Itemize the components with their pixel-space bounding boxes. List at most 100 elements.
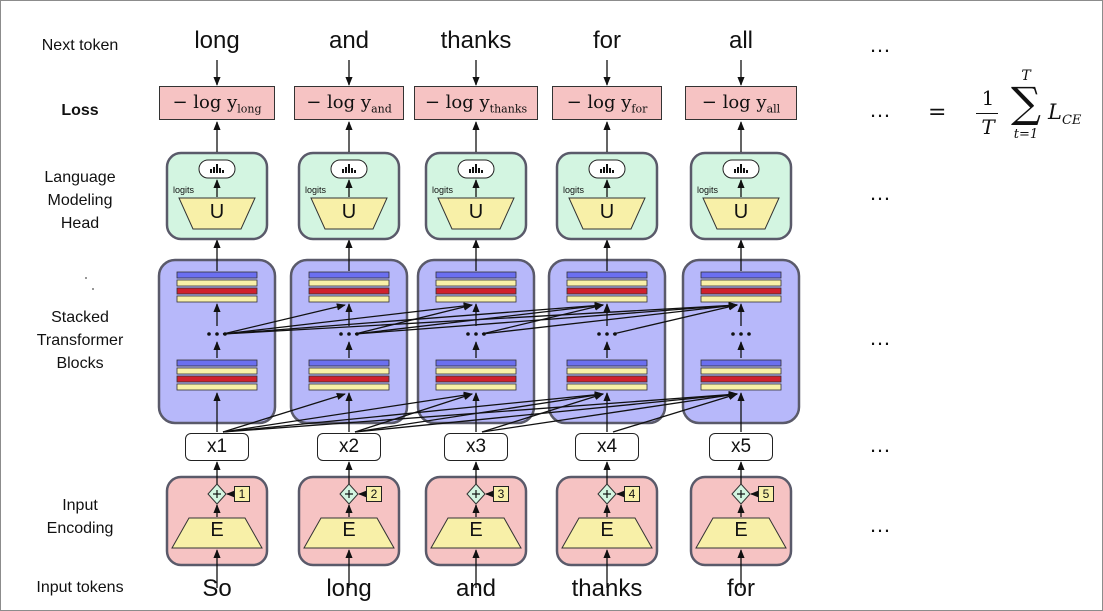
top-layer-stripe-2-1 bbox=[176, 279, 258, 287]
embedding-trapezoid-4 bbox=[561, 517, 653, 549]
loss-subscript: all bbox=[766, 102, 781, 116]
ellipsis-loss: … bbox=[869, 97, 891, 122]
logits-label: logits bbox=[563, 185, 585, 195]
softmax-bar-4-1 bbox=[219, 168, 221, 173]
logits-label: logits bbox=[697, 185, 719, 195]
input-token-2: long bbox=[326, 575, 372, 602]
next-token-5: all bbox=[728, 27, 753, 54]
label-input-encoding-1: Input bbox=[62, 497, 98, 514]
layer-dot-2-3 bbox=[474, 332, 478, 336]
bottom-layer-stripe-1-1 bbox=[176, 359, 258, 367]
position-index-4: 4 bbox=[624, 486, 640, 502]
top-layer-stripe-2-5 bbox=[700, 279, 782, 287]
unembedding-trapezoid-3 bbox=[437, 197, 515, 230]
formula-sum-top: T bbox=[1021, 68, 1031, 84]
attention-arrow-upper-2-5 bbox=[354, 301, 738, 335]
logits-label: logits bbox=[305, 185, 327, 195]
embedding-label: E bbox=[210, 519, 224, 541]
ellipsis-head: … bbox=[869, 180, 891, 205]
attention-arrow-upper-2-3 bbox=[354, 303, 473, 335]
softmax-bar-5-2 bbox=[354, 170, 356, 173]
embedding-vector-1: x1 bbox=[185, 433, 249, 461]
embedding-trapezoid-3 bbox=[430, 517, 522, 549]
layer-dot-1-2 bbox=[339, 332, 343, 336]
formula-denominator: T bbox=[981, 115, 995, 139]
embedding-label: E bbox=[600, 519, 614, 541]
unembedding-trapezoid-4 bbox=[568, 197, 646, 230]
loss-box-2: − log yand bbox=[294, 86, 404, 120]
embedding-vector-5: x5 bbox=[709, 433, 773, 461]
formula-equals: = bbox=[928, 100, 947, 125]
attention-arrow-upper-1-2 bbox=[222, 303, 346, 335]
logits-label: logits bbox=[173, 185, 195, 195]
bottom-layer-stripe-1-2 bbox=[308, 359, 390, 367]
softmax-bar-4-2 bbox=[351, 168, 353, 173]
softmax-bar-1-1 bbox=[210, 169, 212, 173]
bottom-layer-stripe-3-2 bbox=[308, 375, 390, 383]
unembedding-trapezoid-1 bbox=[178, 197, 256, 230]
position-index-3: 3 bbox=[493, 486, 509, 502]
label-stacked-3: Blocks bbox=[56, 355, 104, 372]
attention-arrow-lower-2-4 bbox=[354, 391, 604, 433]
ellipsis-blocks: … bbox=[869, 325, 891, 350]
label-stacked-1: Stacked bbox=[51, 309, 109, 326]
unembedding-label: U bbox=[599, 201, 615, 223]
position-index-5: 5 bbox=[758, 486, 774, 502]
loss-subscript: long bbox=[237, 102, 262, 116]
top-layer-stripe-1-2 bbox=[308, 271, 390, 279]
label-stacked-2: Transformer bbox=[36, 332, 124, 349]
input-token-4: thanks bbox=[571, 575, 643, 602]
top-layer-stripe-3-2 bbox=[308, 287, 390, 295]
embedding-trapezoid-5 bbox=[695, 517, 787, 549]
layer-dot-1-1 bbox=[207, 332, 211, 336]
softmax-bar-1-2 bbox=[342, 169, 344, 173]
softmax-bar-5-3 bbox=[481, 170, 483, 173]
label-lm-head-3: Head bbox=[60, 215, 100, 232]
stray-dot-1 bbox=[85, 277, 87, 279]
stray-dot-2 bbox=[92, 288, 94, 290]
loss-subscript: thanks bbox=[489, 102, 528, 116]
layer-dot-2-2 bbox=[347, 332, 351, 336]
ellipsis-x: … bbox=[869, 432, 891, 457]
softmax-bar-1-3 bbox=[469, 169, 471, 173]
softmax-bar-3-4 bbox=[606, 164, 608, 173]
loss-prefix: − log y bbox=[306, 92, 372, 113]
label-lm-head-2: Modeling bbox=[47, 192, 113, 209]
bottom-layer-stripe-4-4 bbox=[566, 383, 648, 391]
bottom-layer-stripe-1-4 bbox=[566, 359, 648, 367]
unembedding-trapezoid-5 bbox=[702, 197, 780, 230]
layer-dot-2-1 bbox=[215, 332, 219, 336]
next-token-4: for bbox=[592, 27, 621, 54]
loss-prefix: − log y bbox=[424, 92, 490, 113]
softmax-bar-3-3 bbox=[475, 164, 477, 173]
bottom-layer-stripe-2-1 bbox=[176, 367, 258, 375]
top-layer-stripe-4-3 bbox=[435, 295, 517, 303]
input-token-5: for bbox=[726, 575, 755, 602]
position-index-2: 2 bbox=[366, 486, 382, 502]
softmax-bar-2-4 bbox=[603, 167, 605, 173]
attention-arrow-lower-1-3 bbox=[222, 391, 473, 433]
softmax-bar-4-5 bbox=[743, 168, 745, 173]
attention-arrow-upper-3-4 bbox=[481, 303, 604, 335]
top-layer-stripe-3-4 bbox=[566, 287, 648, 295]
input-token-3: and bbox=[455, 575, 497, 602]
label-lm-head-1: Language bbox=[44, 169, 116, 186]
formula-sum-symbol: ∑ bbox=[1011, 78, 1041, 127]
logits-label: logits bbox=[432, 185, 454, 195]
loss-box-1: − log ylong bbox=[159, 86, 275, 120]
top-layer-stripe-1-4 bbox=[566, 271, 648, 279]
position-index-1: 1 bbox=[234, 486, 250, 502]
loss-box-5: − log yall bbox=[685, 86, 797, 120]
softmax-bar-5-4 bbox=[612, 170, 614, 173]
embedding-trapezoid-2 bbox=[303, 517, 395, 549]
formula-numerator: 1 bbox=[981, 86, 995, 110]
embedding-label: E bbox=[342, 519, 356, 541]
attention-arrow-lower-2-5 bbox=[354, 391, 738, 433]
softmax-bar-5-5 bbox=[746, 170, 748, 173]
embedding-vector-2: x2 bbox=[317, 433, 381, 461]
next-token-1: long bbox=[194, 27, 240, 54]
loss-subscript: for bbox=[631, 102, 648, 116]
softmax-bar-2-3 bbox=[472, 167, 474, 173]
softmax-bar-2-5 bbox=[737, 167, 739, 173]
